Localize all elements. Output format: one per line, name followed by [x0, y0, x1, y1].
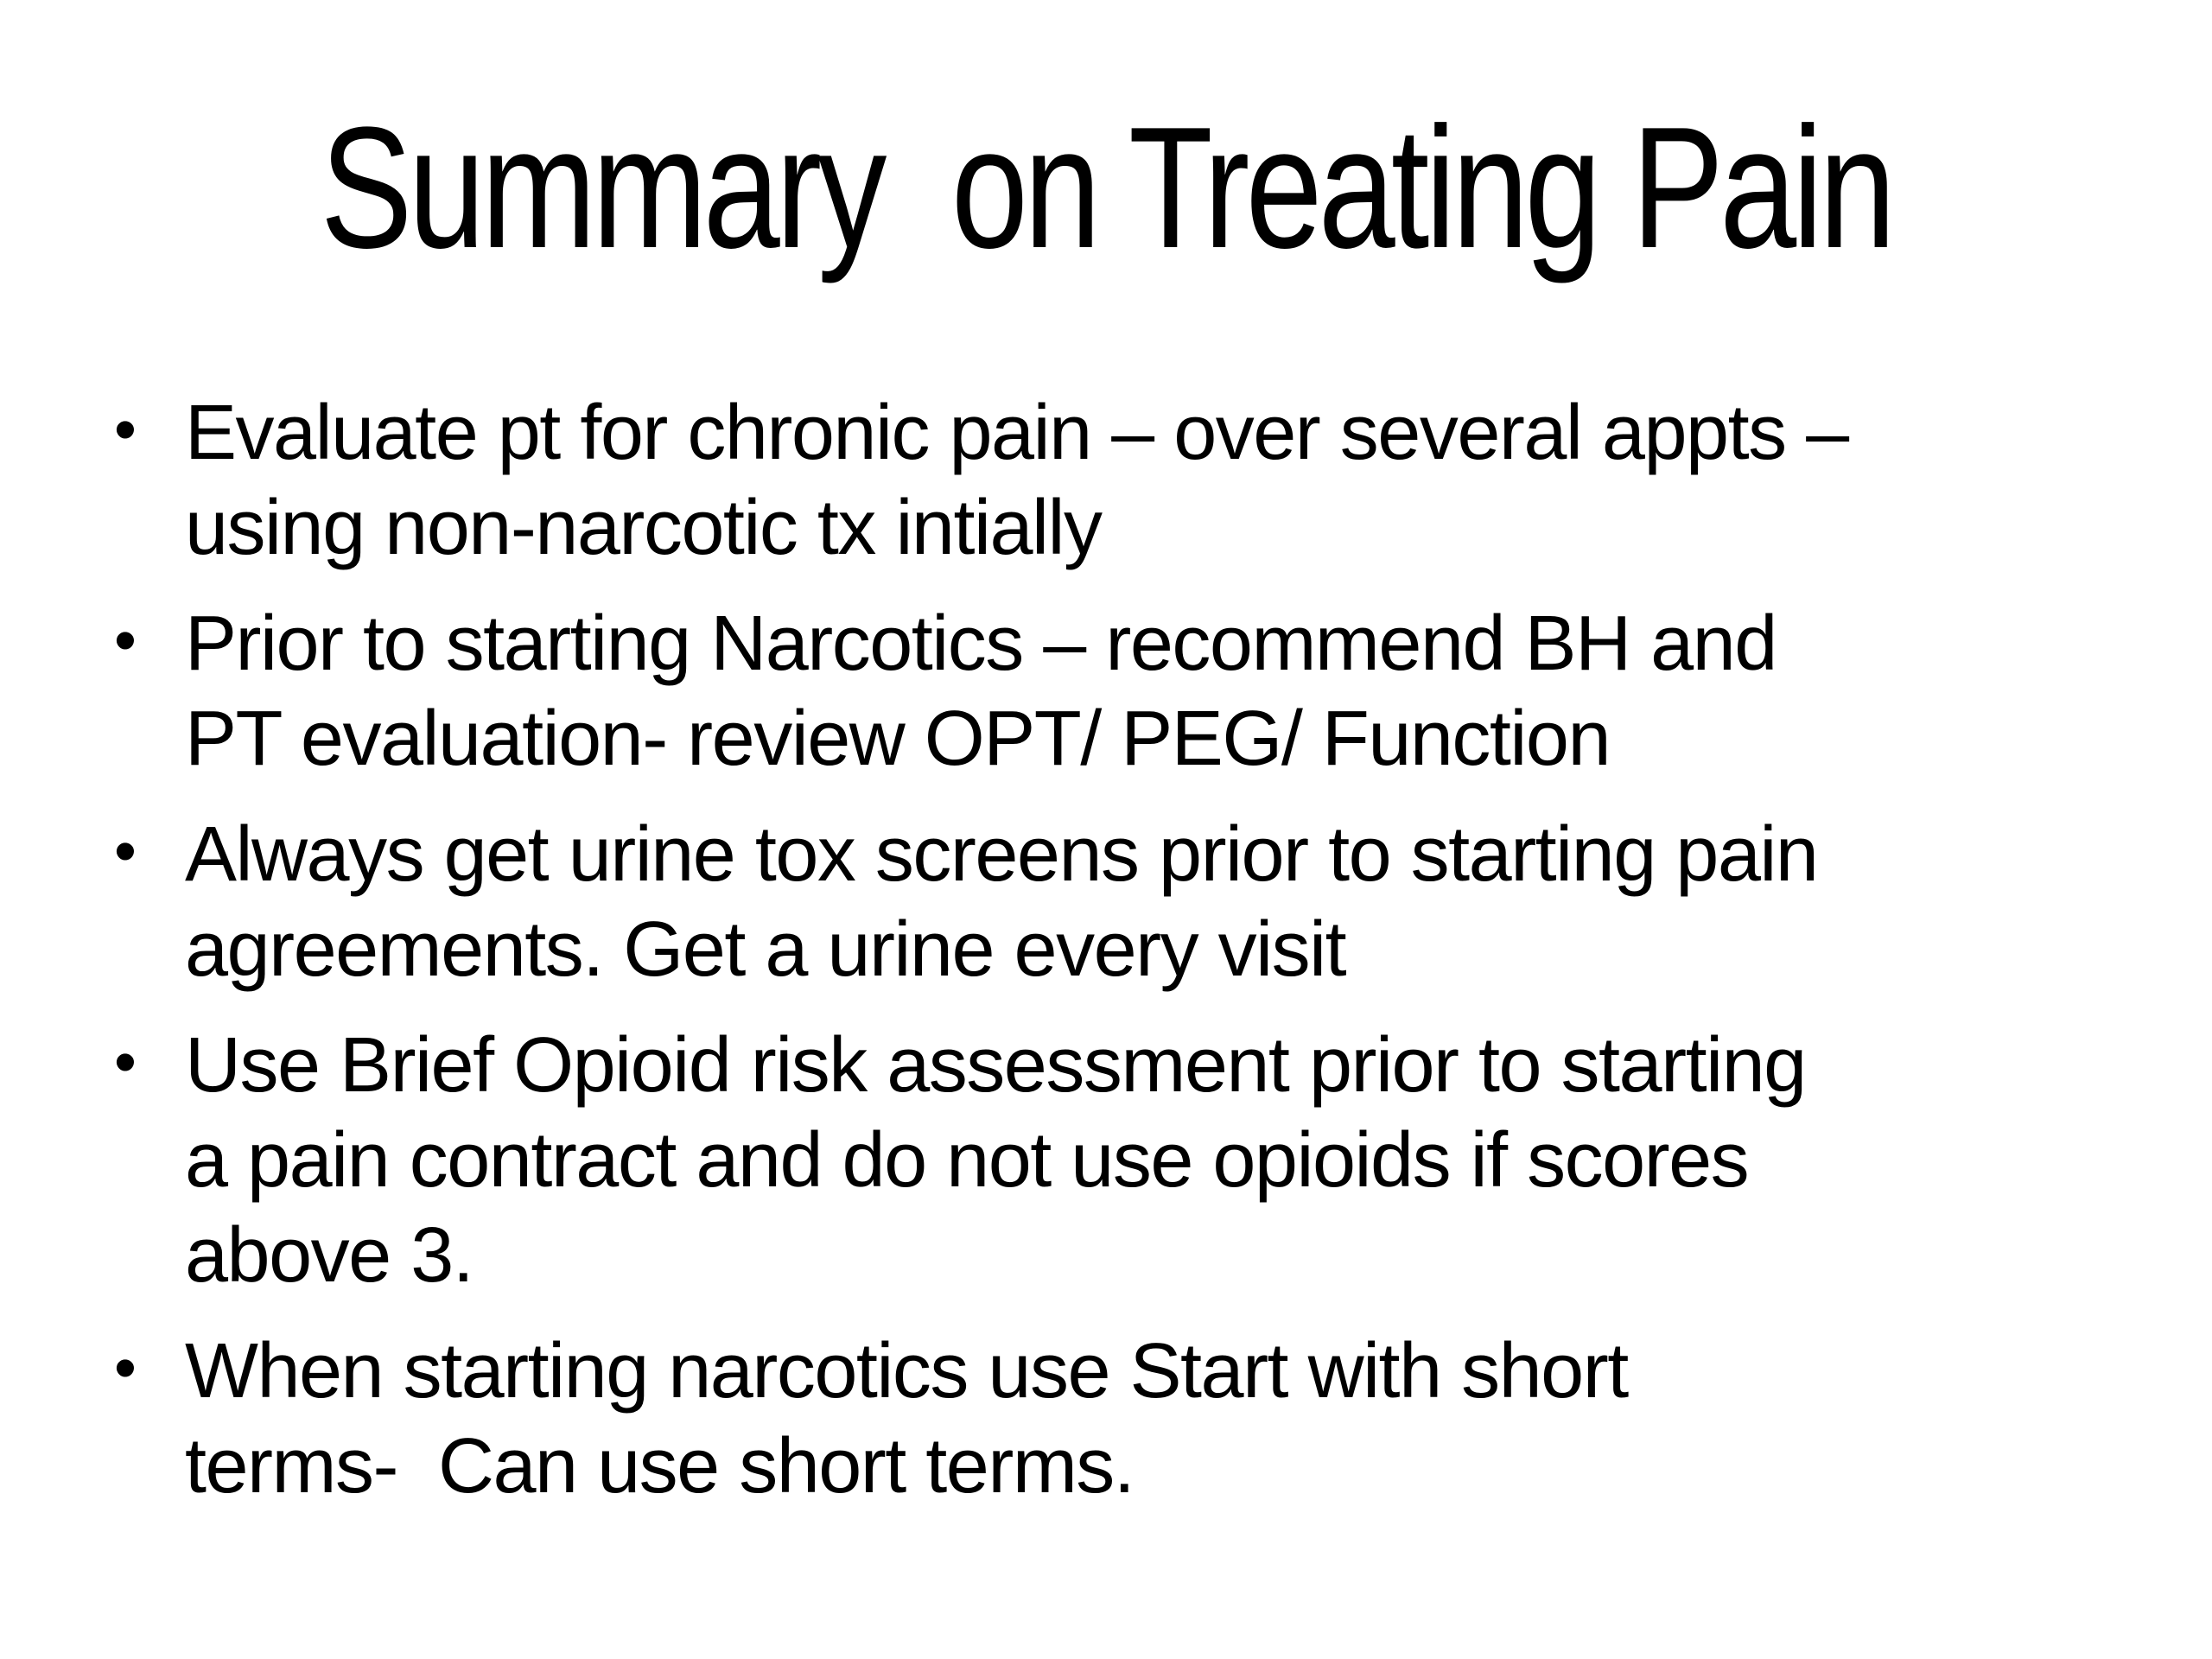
slide-title: Summary on Treating Pain: [320, 92, 1896, 284]
bullet-item: • Always get urine tox screens prior to …: [114, 807, 2160, 997]
bullet-list: • Evaluate pt for chronic pain – over se…: [114, 385, 2160, 1514]
bullet-item: • Prior to starting Narcotics – recommen…: [114, 596, 2160, 786]
bullet-line: PT evaluation- review OPT/ PEG/ Function: [185, 696, 1611, 782]
bullet-line: When starting narcotics use Start with s…: [185, 1328, 1629, 1414]
bullet-item: • Use Brief Opioid risk assessment prior…: [114, 1018, 2160, 1303]
bullet-item: • When starting narcotics use Start with…: [114, 1324, 2160, 1514]
bullet-line: above 3.: [185, 1212, 474, 1299]
bullet-line: Evaluate pt for chronic pain – over seve…: [185, 390, 1849, 476]
bullet-line: using non-narcotic tx intially: [185, 485, 1103, 571]
bullet-line: a pain contract and do not use opioids i…: [185, 1117, 1750, 1204]
bullet-line: Use Brief Opioid risk assessment prior t…: [185, 1022, 1807, 1109]
bullet-line: agreements. Get a urine every visit: [185, 906, 1347, 993]
bullet-item: • Evaluate pt for chronic pain – over se…: [114, 385, 2160, 575]
bullet-line: terms- Can use short terms.: [185, 1423, 1135, 1510]
bullet-icon: •: [114, 393, 137, 465]
bullet-icon: •: [114, 1332, 137, 1403]
bullet-icon: •: [114, 1026, 137, 1097]
bullet-icon: •: [114, 604, 137, 676]
bullet-line: Prior to starting Narcotics – recommend …: [185, 601, 1777, 687]
bullet-line: Always get urine tox screens prior to st…: [185, 811, 1819, 898]
bullet-icon: •: [114, 815, 137, 887]
